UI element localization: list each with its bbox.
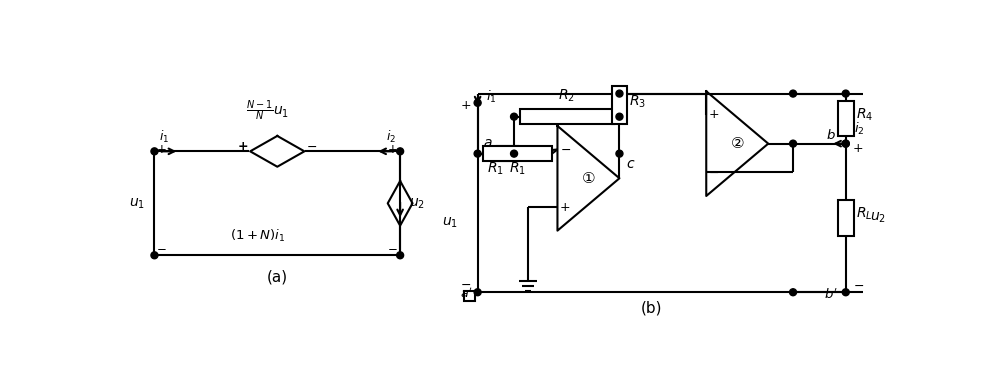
Text: $i_2$: $i_2$: [854, 121, 865, 137]
Text: $-$: $-$: [853, 279, 864, 292]
Circle shape: [397, 252, 404, 259]
Text: (b): (b): [641, 300, 663, 315]
Text: $-$: $-$: [460, 278, 472, 291]
Circle shape: [842, 289, 849, 296]
Bar: [612, 86, 627, 125]
Circle shape: [474, 150, 481, 157]
Bar: [520, 109, 614, 125]
Circle shape: [474, 99, 481, 106]
Text: $c$: $c$: [626, 157, 636, 170]
Bar: [838, 200, 854, 236]
Circle shape: [474, 289, 481, 296]
Text: +: +: [387, 142, 397, 155]
Text: $i_1$: $i_1$: [486, 89, 497, 105]
Text: +: +: [853, 142, 863, 155]
Text: $i_1$: $i_1$: [159, 129, 169, 146]
Text: $a'$: $a'$: [460, 287, 472, 301]
Circle shape: [616, 150, 623, 157]
Circle shape: [842, 140, 849, 147]
Text: $u_1$: $u_1$: [442, 216, 459, 230]
Text: $R_1$: $R_1$: [509, 160, 526, 176]
Text: $\frac{N-1}{N}u_1$: $\frac{N-1}{N}u_1$: [246, 99, 290, 123]
Circle shape: [790, 90, 797, 97]
Circle shape: [842, 140, 849, 147]
Text: +: +: [461, 99, 471, 112]
Circle shape: [151, 148, 158, 155]
Text: $-$: $-$: [156, 241, 167, 254]
Text: $R_4$: $R_4$: [856, 107, 873, 123]
Text: ①: ①: [582, 171, 595, 186]
Bar: [497, 146, 518, 161]
Circle shape: [151, 252, 158, 259]
Text: $-$: $-$: [560, 143, 571, 156]
Bar: [838, 101, 854, 136]
Text: $-$: $-$: [387, 241, 398, 254]
Bar: [483, 146, 552, 161]
Text: b: b: [827, 129, 835, 142]
Text: $R_1$: $R_1$: [487, 160, 504, 176]
Text: +: +: [156, 142, 166, 155]
Circle shape: [511, 113, 518, 120]
Bar: [464, 291, 475, 301]
Circle shape: [397, 148, 404, 155]
Text: $b'$: $b'$: [824, 288, 838, 302]
Circle shape: [790, 140, 797, 147]
Circle shape: [790, 289, 797, 296]
Circle shape: [511, 150, 518, 157]
Text: (a): (a): [267, 269, 288, 284]
Text: $R_2$: $R_2$: [558, 88, 575, 104]
Text: $-$: $-$: [306, 140, 317, 153]
Text: +: +: [560, 201, 571, 214]
Text: $-$: $-$: [708, 166, 720, 179]
Text: $(1+N)i_1$: $(1+N)i_1$: [230, 228, 286, 244]
Text: $i_2$: $i_2$: [386, 129, 396, 146]
Text: $R_L$: $R_L$: [856, 206, 873, 222]
Circle shape: [616, 113, 623, 120]
Text: $u_1$: $u_1$: [129, 196, 145, 210]
Circle shape: [842, 90, 849, 97]
Text: +: +: [238, 140, 248, 153]
Text: ②: ②: [730, 136, 744, 151]
Text: $u_2$: $u_2$: [409, 196, 425, 210]
Text: $R_3$: $R_3$: [629, 93, 646, 110]
Text: $a$: $a$: [483, 136, 492, 151]
Text: $u_2$: $u_2$: [870, 211, 886, 225]
Circle shape: [616, 90, 623, 97]
Text: +: +: [709, 108, 719, 121]
